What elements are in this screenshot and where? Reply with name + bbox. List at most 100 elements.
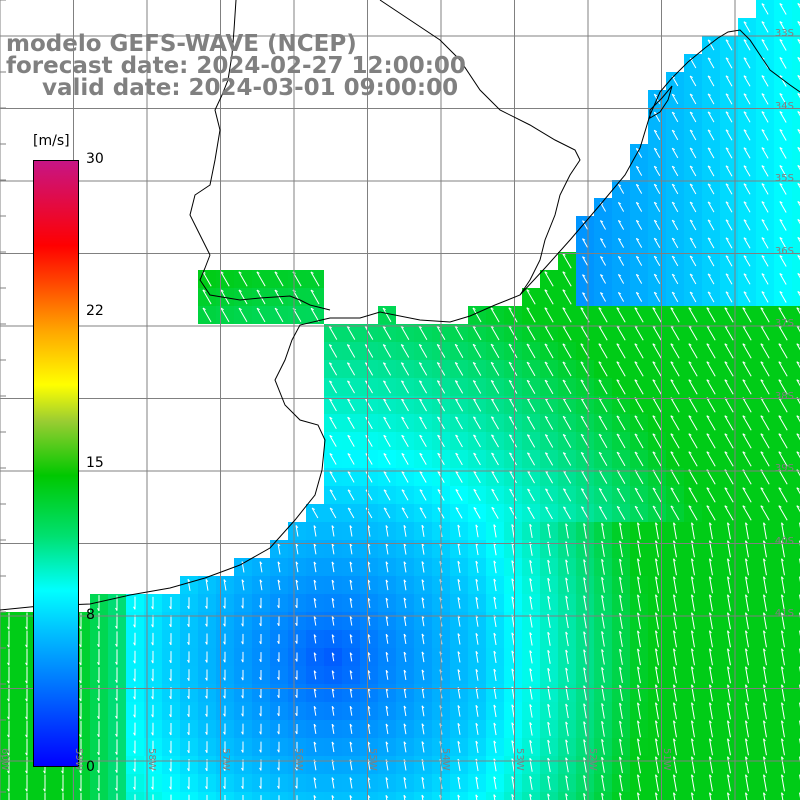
wind-arrow	[601, 649, 605, 665]
wind-arrow	[347, 507, 355, 519]
wind-arrow-head	[403, 525, 407, 528]
wind-arrow-head	[529, 740, 533, 743]
wind-arrow-head	[562, 415, 566, 419]
wind-arrow	[256, 307, 266, 323]
wind-arrow-head	[760, 505, 764, 508]
wind-arrow	[491, 488, 499, 502]
wind-arrow	[743, 57, 751, 69]
wind-arrow-head	[367, 561, 371, 565]
wind-arrow-head	[691, 666, 694, 670]
wind-arrow	[634, 487, 644, 503]
colorbar	[33, 160, 79, 767]
wind-arrow	[670, 415, 680, 431]
wind-arrow-head	[223, 677, 226, 681]
wind-arrow-head	[205, 605, 208, 609]
wind-arrow	[473, 470, 481, 484]
wind-arrow	[385, 652, 389, 662]
wind-arrow-head	[580, 433, 584, 437]
wind-arrow-head	[565, 757, 568, 761]
wind-arrow	[778, 397, 788, 413]
wind-arrow-head	[743, 219, 747, 222]
wind-arrow	[761, 219, 769, 231]
wind-arrow	[421, 705, 425, 717]
wind-arrow-head	[223, 749, 226, 753]
wind-arrow-head	[689, 75, 693, 79]
field-cell	[792, 486, 800, 504]
wind-arrow	[635, 292, 643, 302]
wind-arrow	[617, 238, 625, 248]
wind-arrow	[637, 684, 641, 702]
wind-arrow-head	[670, 343, 674, 346]
wind-arrow-head	[634, 361, 638, 364]
wind-arrow	[670, 487, 680, 503]
wind-arrow-head	[475, 651, 479, 654]
wind-arrow	[617, 220, 625, 230]
wind-arrow	[781, 684, 785, 702]
wind-arrow	[727, 774, 731, 792]
wind-arrow-head	[7, 788, 10, 792]
wind-arrow	[725, 147, 733, 159]
wind-arrow	[601, 757, 605, 773]
wind-arrow-head	[745, 720, 748, 724]
wind-arrow-head	[455, 398, 459, 401]
wind-arrow-head	[403, 777, 407, 781]
wind-arrow	[707, 255, 715, 267]
wind-arrow	[652, 469, 662, 485]
wind-arrow	[688, 469, 698, 485]
wind-arrow	[400, 362, 410, 376]
wind-arrow-head	[601, 649, 604, 653]
wind-arrow-head	[743, 273, 747, 276]
wind-arrow	[367, 598, 371, 608]
wind-arrow	[743, 111, 751, 123]
wind-arrow-head	[403, 579, 407, 583]
wind-arrow-head	[634, 451, 638, 454]
wind-arrow	[634, 433, 644, 449]
wind-arrow-head	[781, 756, 784, 760]
wind-arrow	[367, 777, 371, 789]
wind-arrow-head	[457, 560, 461, 564]
wind-arrow	[616, 469, 626, 485]
wind-arrow-head	[419, 489, 423, 492]
wind-arrow-head	[457, 633, 461, 637]
wind-arrow	[635, 184, 643, 194]
wind-arrow	[310, 271, 320, 287]
wind-arrow	[547, 757, 551, 773]
wind-arrow-head	[295, 543, 299, 547]
wind-arrow-head	[743, 93, 747, 96]
wind-arrow-head	[743, 165, 747, 168]
wind-arrow-head	[743, 111, 747, 114]
wind-arrow-head	[331, 652, 335, 656]
wind-arrow	[367, 616, 371, 626]
wind-arrow-head	[600, 274, 604, 277]
wind-arrow	[490, 398, 500, 412]
wind-arrow-head	[727, 702, 730, 706]
wind-arrow-head	[493, 578, 497, 582]
wind-arrow-head	[313, 741, 317, 745]
wind-arrow-head	[151, 642, 154, 646]
wind-arrow-head	[25, 734, 28, 738]
wind-arrow-head	[763, 576, 766, 580]
wind-arrow	[760, 469, 770, 485]
wind-arrow	[781, 792, 784, 800]
wind-arrow-head	[580, 361, 584, 364]
wind-arrow-head	[709, 576, 712, 580]
wind-arrow	[598, 325, 608, 341]
wind-arrow-head	[671, 147, 676, 151]
wind-arrow	[331, 634, 335, 644]
wind-arrow-head	[618, 220, 622, 223]
wind-arrow-head	[689, 201, 693, 205]
wind-arrow	[742, 433, 752, 449]
wind-arrow-head	[385, 597, 389, 601]
wind-arrow-head	[331, 579, 335, 583]
wind-arrow-head	[133, 786, 136, 790]
wind-arrow	[383, 416, 391, 430]
river-plate-north-shore	[199, 254, 331, 311]
longitude-label: 59W	[72, 748, 84, 771]
wind-arrow	[349, 525, 353, 537]
wind-arrow	[472, 325, 482, 341]
field-cell	[792, 450, 800, 468]
wind-arrow	[781, 630, 785, 648]
wind-arrow	[562, 397, 572, 413]
wind-arrow	[652, 343, 662, 359]
wind-arrow	[671, 165, 679, 177]
